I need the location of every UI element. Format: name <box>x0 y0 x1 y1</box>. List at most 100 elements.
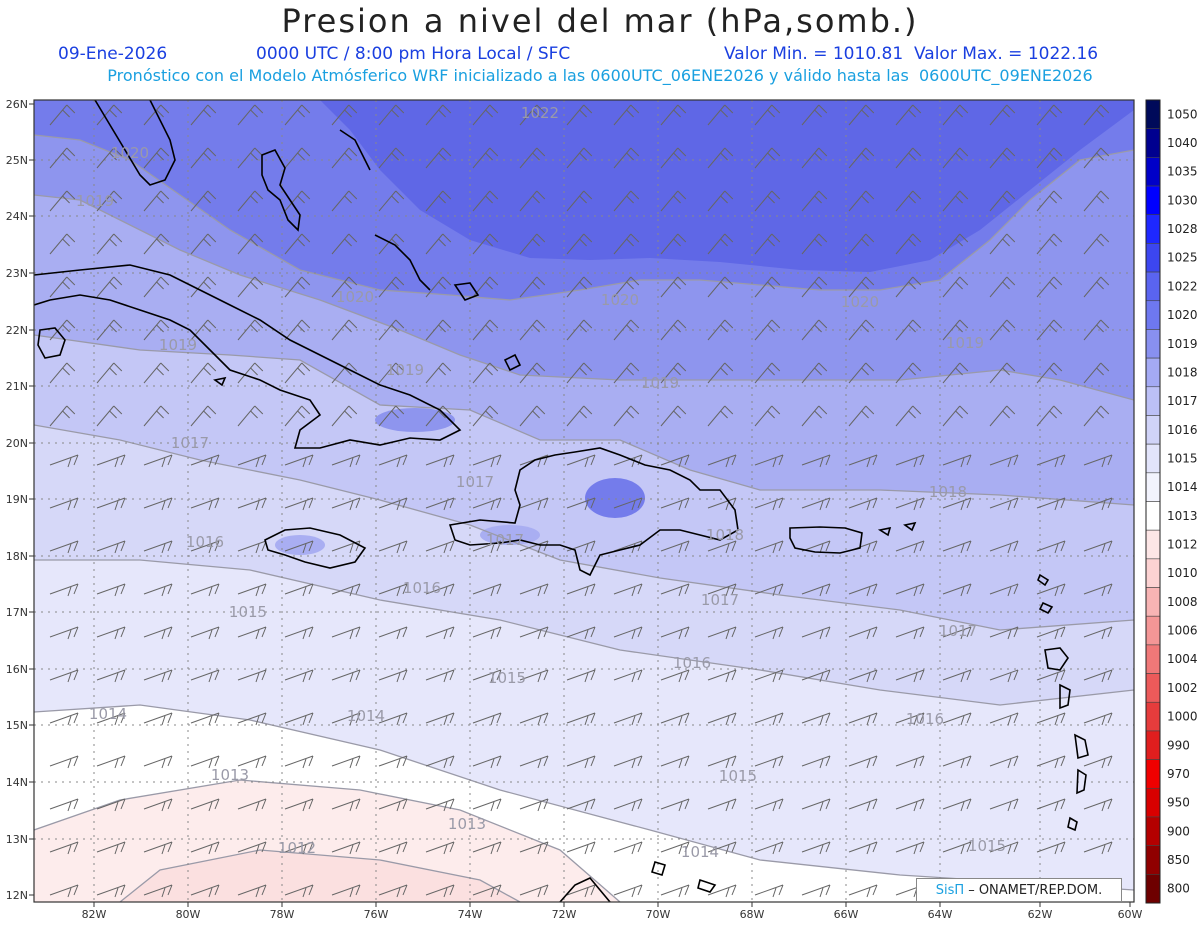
wind-barb <box>425 233 452 255</box>
colorbar-swatch <box>1145 845 1161 875</box>
wind-barb <box>613 454 643 468</box>
wind-barb <box>190 362 217 384</box>
wind-barb <box>660 669 690 683</box>
wind-barb <box>378 104 405 126</box>
latitude-labels: 26N 25N 24N 23N 22N 21N 20N 19N 18N 17N 16N 15N 14N 1… <box>6 98 34 902</box>
wind-barb <box>989 540 1019 554</box>
wind-barb <box>284 233 311 255</box>
lon-label: 68W <box>740 908 765 921</box>
lat-label: 12N <box>6 889 28 902</box>
wind-barb <box>96 755 126 769</box>
wind-barb <box>754 276 781 298</box>
wind-barb <box>1083 669 1113 683</box>
wind-barb <box>754 712 784 726</box>
wind-barb <box>1036 798 1066 812</box>
wind-barb <box>613 884 643 898</box>
plot-frame <box>33 99 1135 903</box>
hispaniola-coast <box>448 447 739 577</box>
wind-barb <box>49 190 76 212</box>
coastlines <box>34 100 1089 902</box>
wind-barb <box>1036 405 1063 427</box>
colorbar-label: 1019 <box>1167 337 1198 351</box>
wind-barb <box>96 669 126 683</box>
wind-barb <box>1036 319 1063 341</box>
wind-barb <box>378 147 405 169</box>
wind-barb <box>1083 190 1110 212</box>
colorbar-swatch <box>1145 214 1161 244</box>
wind-barb <box>801 405 828 427</box>
wind-barb <box>190 319 217 341</box>
wind-barb <box>1036 190 1063 212</box>
wind-barb <box>472 362 499 384</box>
wind-barb <box>378 276 405 298</box>
wind-barb <box>378 497 408 511</box>
wind-barb <box>143 755 173 769</box>
wind-barb <box>472 233 499 255</box>
colorbar-swatch <box>1145 730 1161 760</box>
wind-barb <box>143 362 170 384</box>
wind-barb <box>895 276 922 298</box>
wind-barb <box>848 755 878 769</box>
wind-barb <box>378 712 408 726</box>
wind-barb <box>331 798 361 812</box>
contour-label: 1015 <box>719 767 757 785</box>
wind-barb <box>190 755 220 769</box>
colorbar-swatch <box>1145 816 1161 846</box>
wind-barb <box>848 190 875 212</box>
wind-barb <box>754 583 784 597</box>
aruba-bonaire <box>697 878 717 893</box>
lat-label: 14N <box>6 776 28 789</box>
map-title: Presion a nivel del mar (hPa,somb.) <box>281 2 919 40</box>
wind-barb <box>378 626 408 640</box>
wind-barb <box>378 755 408 769</box>
colorbar-label: 1030 <box>1167 193 1198 207</box>
contour-label: 1015 <box>229 603 267 621</box>
wind-barb <box>566 626 596 640</box>
colorbar-swatch <box>1145 701 1161 732</box>
wind-barb <box>989 626 1019 640</box>
wind-barb <box>801 626 831 640</box>
colorbar-label: 1002 <box>1167 681 1198 695</box>
wind-barb <box>472 583 502 597</box>
contour-label: 1017 <box>939 622 977 640</box>
wind-barb <box>942 276 969 298</box>
wind-barb <box>331 755 361 769</box>
st-lucia <box>1076 768 1087 795</box>
wind-barb <box>237 233 264 255</box>
wind-barb <box>848 712 878 726</box>
wind-barb <box>519 104 546 126</box>
wind-barb <box>284 712 314 726</box>
wind-barb <box>566 583 596 597</box>
wind-barb <box>519 669 549 683</box>
wind-barb <box>989 362 1016 384</box>
wind-barb <box>190 405 217 427</box>
wind-barb <box>1036 669 1066 683</box>
wind-barb <box>143 798 173 812</box>
wind-barb <box>566 841 596 855</box>
wind-barb <box>425 104 452 126</box>
wind-barb <box>378 798 408 812</box>
wind-barb <box>613 405 640 427</box>
wind-barb <box>707 798 737 812</box>
forecast-date: 09-Ene-2026 <box>58 44 168 64</box>
lat-label: 22N <box>6 324 28 337</box>
wind-barb <box>613 798 643 812</box>
wind-barb <box>472 626 502 640</box>
pressure-shading <box>34 100 1134 902</box>
wind-barb <box>566 712 596 726</box>
wind-barb <box>331 233 358 255</box>
wind-barb <box>284 798 314 812</box>
contour-label: 1017 <box>701 591 739 609</box>
wind-barb <box>754 755 784 769</box>
wind-barb <box>331 841 361 855</box>
wind-barb <box>190 454 220 468</box>
wind-barb <box>895 147 922 169</box>
wind-barb <box>989 755 1019 769</box>
wind-barb <box>942 497 972 511</box>
wind-barb <box>613 540 643 554</box>
grid-lines <box>34 100 1134 902</box>
wind-barb <box>96 233 123 255</box>
wind-barb <box>237 798 267 812</box>
credit-box: SisΠ – ONAMET/REP.DOM. <box>916 878 1122 902</box>
